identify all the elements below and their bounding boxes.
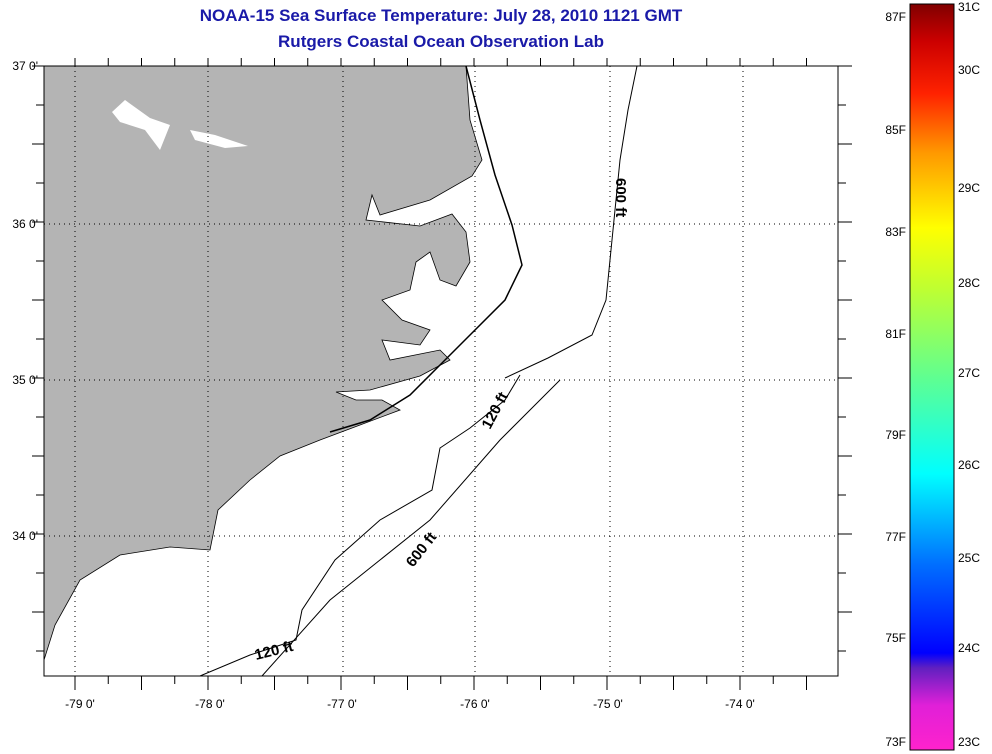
lake-white-1: [112, 100, 170, 150]
lon-label: -75 0': [593, 697, 623, 711]
lat-label: 37 0': [12, 59, 38, 73]
cb-c-label: 25C: [958, 551, 980, 565]
lon-label: -78 0': [195, 697, 225, 711]
colorbar: [909, 3, 955, 751]
cb-f-label: 79F: [885, 428, 906, 442]
cb-c-label: 23C: [958, 735, 980, 749]
axis-ticks: [32, 58, 852, 690]
gridlines: [44, 66, 838, 676]
lon-label: -79 0': [65, 697, 95, 711]
cb-c-label: 27C: [958, 366, 980, 380]
cb-c-label: 28C: [958, 276, 980, 290]
contour-label-600ft-north: 600 ft: [612, 178, 629, 217]
cb-f-label: 81F: [885, 327, 906, 341]
cb-c-label: 30C: [958, 63, 980, 77]
lon-label: -76 0': [460, 697, 490, 711]
colorbar-f-labels: 87F 85F 83F 81F 79F 77F 75F 73F: [885, 10, 906, 749]
cb-f-label: 87F: [885, 10, 906, 24]
lat-label: 36 0': [12, 217, 38, 231]
lon-label: -74 0': [725, 697, 755, 711]
outer-banks: [329, 66, 523, 433]
lat-label: 35 0': [12, 373, 38, 387]
contour-600ft: [261, 66, 638, 676]
cb-c-label: 31C: [958, 0, 980, 14]
lon-label: -77 0': [327, 697, 357, 711]
cb-f-label: 85F: [885, 123, 906, 137]
lake-white-2: [190, 130, 248, 148]
contour-120ft: [199, 374, 521, 676]
land-north-carolina: [44, 66, 483, 661]
cb-f-label: 83F: [885, 225, 906, 239]
cb-c-label: 26C: [958, 458, 980, 472]
cb-f-label: 75F: [885, 631, 906, 645]
map-subtitle: Rutgers Coastal Ocean Observation Lab: [278, 32, 604, 51]
cb-f-label: 77F: [885, 530, 906, 544]
lat-label: 34 0': [12, 529, 38, 543]
cb-c-label: 29C: [958, 181, 980, 195]
cb-f-label: 73F: [885, 735, 906, 749]
colorbar-c-labels: 31C 30C 29C 28C 27C 26C 25C 24C 23C: [958, 0, 980, 749]
cb-c-label: 24C: [958, 641, 980, 655]
map-title: NOAA-15 Sea Surface Temperature: July 28…: [199, 6, 683, 25]
